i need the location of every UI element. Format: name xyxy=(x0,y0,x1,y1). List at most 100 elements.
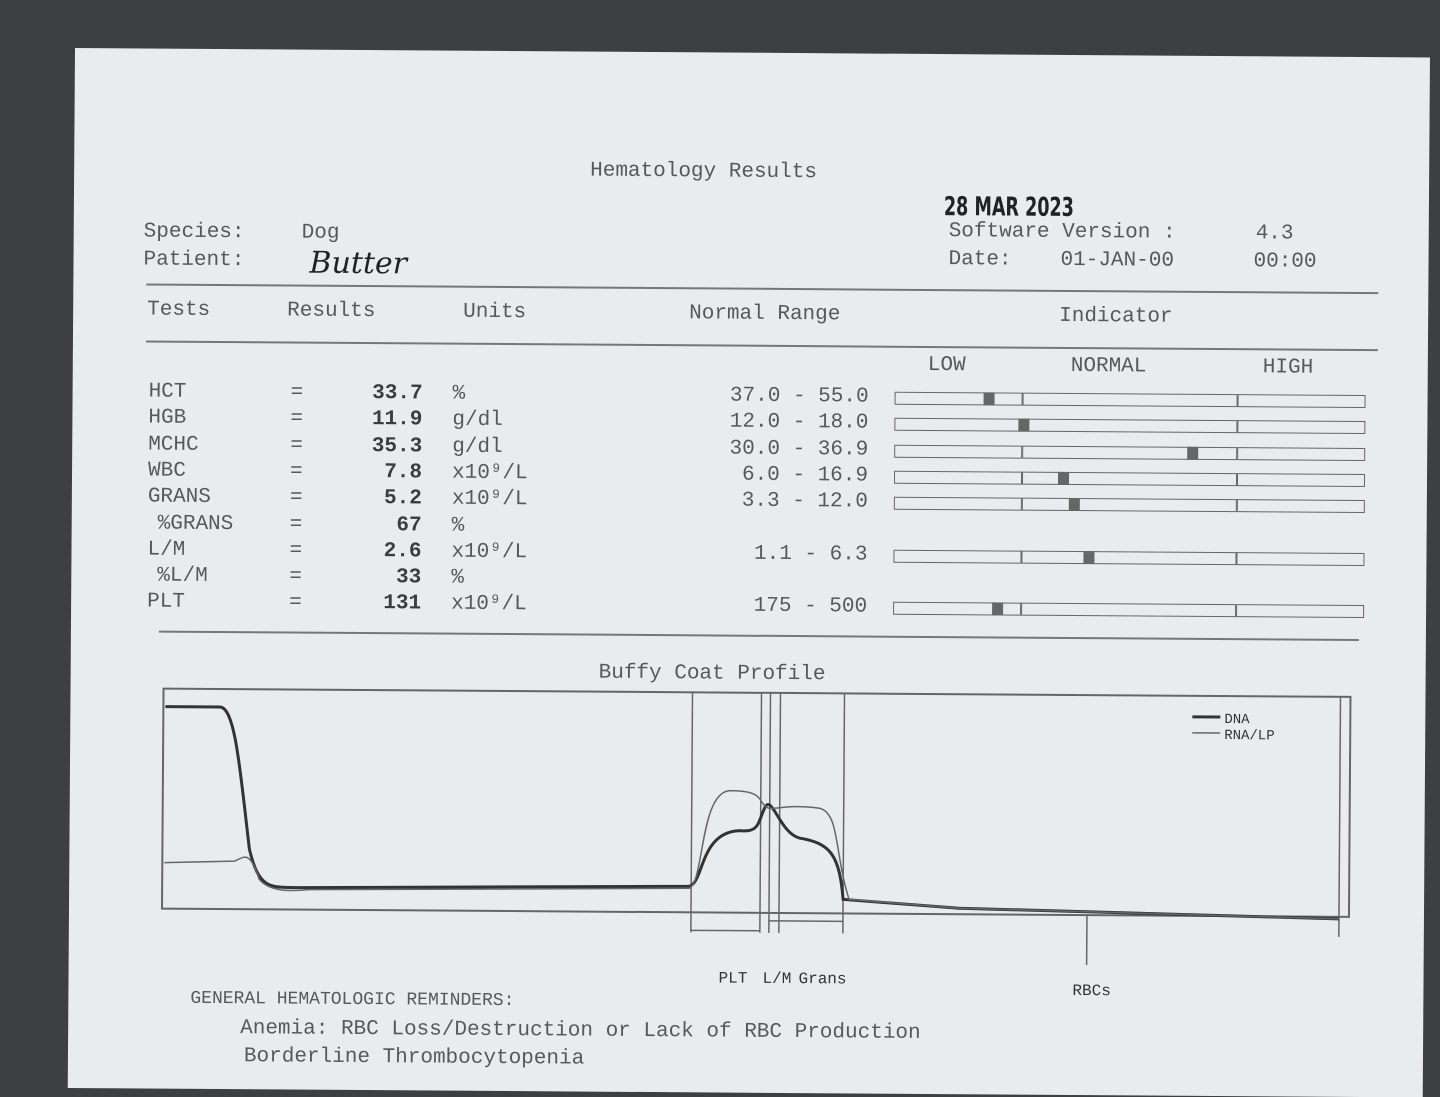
equals: = xyxy=(289,539,302,562)
indicator-bar xyxy=(1022,419,1237,434)
reminders-heading: GENERAL HEMATOLOGIC REMINDERS: xyxy=(190,989,514,1011)
indicator-bar xyxy=(1237,420,1365,434)
equals: = xyxy=(290,460,303,483)
indicator-bar xyxy=(1237,447,1365,461)
indicator-marker xyxy=(1083,551,1094,564)
indicator-bar xyxy=(1238,394,1366,408)
unit: x10⁹/L xyxy=(451,540,527,564)
rule xyxy=(146,341,1378,352)
reminder: Anemia: RBC Loss/Destruction or Lack of … xyxy=(240,1017,921,1045)
patient-label: Patient: xyxy=(143,248,244,272)
test-name: %GRANS xyxy=(158,512,234,536)
test-name: HGB xyxy=(148,407,186,430)
equals: = xyxy=(290,513,303,536)
column-header: Tests xyxy=(147,299,210,322)
test-name: HCT xyxy=(149,381,187,404)
indicator-bar xyxy=(894,497,1022,511)
rna-curve xyxy=(164,787,1340,919)
result: 33 xyxy=(321,566,421,590)
equals: = xyxy=(290,408,303,431)
buffy-coat-chart: DNA RNA/LP PLT L/M Grans RBCs xyxy=(158,679,1360,1007)
zone-label: RBCs xyxy=(1072,982,1111,1000)
test-name: PLT xyxy=(147,591,185,614)
normal-range: 3.3 - 12.0 xyxy=(688,489,868,513)
table-header xyxy=(75,48,1430,57)
indicator-bar xyxy=(895,392,1023,406)
indicator-bar xyxy=(894,418,1022,432)
indicator-marker xyxy=(1057,472,1068,485)
normal-range xyxy=(687,568,867,569)
test-name: L/M xyxy=(147,538,185,561)
column-header: Results xyxy=(287,299,375,323)
indicator-marker xyxy=(983,392,994,405)
rule xyxy=(159,631,1359,641)
unit: % xyxy=(452,514,465,537)
equals: = xyxy=(290,487,303,510)
software: 4.3 xyxy=(1256,222,1294,245)
indicator-bar xyxy=(1237,499,1365,513)
indicator-bar xyxy=(1021,550,1236,565)
date: 01-JAN-00 xyxy=(1060,249,1174,273)
test-name: WBC xyxy=(148,459,186,482)
result: 67 xyxy=(322,513,422,537)
normal-range: 175 - 500 xyxy=(687,595,867,619)
result: 35.3 xyxy=(322,434,422,458)
equals: = xyxy=(290,434,303,457)
indicator-bar xyxy=(1022,445,1237,460)
zone-label: L/M xyxy=(762,970,791,988)
normal-range: 6.0 - 16.9 xyxy=(688,463,868,487)
result: 11.9 xyxy=(322,408,422,432)
time: 00:00 xyxy=(1253,250,1316,273)
column-header: Units xyxy=(463,301,526,324)
result: 2.6 xyxy=(321,540,421,564)
result: 7.8 xyxy=(322,461,422,485)
indicator-bar xyxy=(893,550,1021,564)
normal-range xyxy=(688,516,868,517)
legend-label: DNA xyxy=(1224,712,1250,728)
indicator-bar xyxy=(1022,498,1237,513)
indicator-label: NORMAL xyxy=(1071,355,1147,379)
test-name: %L/M xyxy=(157,565,208,588)
species-label: Species: xyxy=(144,220,245,244)
indicator-marker xyxy=(992,603,1003,616)
software-label: Software Version : xyxy=(949,220,1176,245)
equals: = xyxy=(291,382,304,405)
plot-frame xyxy=(162,689,1351,917)
rule xyxy=(146,284,1378,295)
reminder: Borderline Thrombocytopenia xyxy=(244,1045,584,1070)
normal-range: 1.1 - 6.3 xyxy=(687,542,867,566)
column-header: Indicator xyxy=(1059,305,1173,329)
indicator-marker xyxy=(1069,498,1080,511)
indicator-bar xyxy=(1236,605,1364,619)
indicator-label: LOW xyxy=(928,354,966,377)
result: 131 xyxy=(321,592,421,616)
equals: = xyxy=(289,592,302,615)
patient: Butter xyxy=(309,246,407,282)
indicator-bar xyxy=(894,471,1022,485)
indicator-marker xyxy=(1019,419,1030,432)
unit: % xyxy=(453,383,466,406)
test-name: GRANS xyxy=(148,486,211,509)
indicator-bar xyxy=(894,444,1022,458)
unit: x10⁹/L xyxy=(452,488,528,512)
result: 33.7 xyxy=(323,382,423,406)
result: 5.2 xyxy=(322,487,422,511)
indicator-bar xyxy=(1236,552,1364,566)
dna-curve xyxy=(164,707,1340,919)
unit: % xyxy=(451,567,464,590)
normal-range: 37.0 - 55.0 xyxy=(689,384,869,408)
unit: g/dl xyxy=(452,409,503,432)
unit: x10⁹/L xyxy=(452,462,528,486)
normal-range: 30.0 - 36.9 xyxy=(688,437,868,461)
unit: x10⁹/L xyxy=(451,593,527,617)
unit: g/dl xyxy=(452,435,503,458)
indicator-label: HIGH xyxy=(1263,356,1314,379)
zone-label: PLT xyxy=(718,970,747,988)
title: Hematology Results xyxy=(590,160,817,185)
indicator-bar xyxy=(1023,393,1238,408)
equals: = xyxy=(289,566,302,589)
species: Dog xyxy=(302,222,340,245)
indicator-bar xyxy=(1021,603,1236,618)
column-header: Normal Range xyxy=(689,302,840,326)
